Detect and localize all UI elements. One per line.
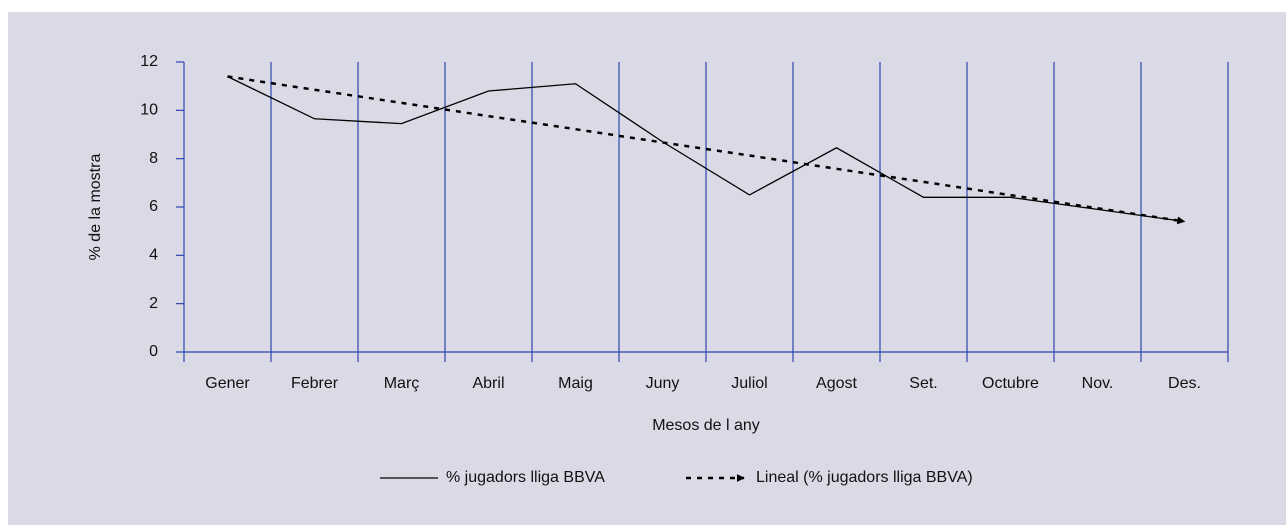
chart-background <box>8 12 1286 525</box>
x-tick-label: Gener <box>205 375 250 392</box>
x-tick-label: Juliol <box>731 375 767 392</box>
x-tick-label: Nov. <box>1082 375 1114 392</box>
x-tick-label: Juny <box>646 375 680 392</box>
x-tick-label: Març <box>384 375 420 392</box>
y-tick-label: 8 <box>149 150 158 167</box>
y-tick-label: 10 <box>140 102 158 119</box>
y-tick-label: 4 <box>149 247 158 264</box>
legend-label: Lineal (% jugadors lliga BBVA) <box>756 469 973 486</box>
x-axis-label: Mesos de l any <box>652 417 760 434</box>
x-tick-label: Abril <box>472 375 504 392</box>
x-tick-label: Febrer <box>291 375 339 392</box>
series-line <box>227 75 1186 225</box>
y-tick-label: 12 <box>140 53 158 70</box>
y-tick-label: 0 <box>149 343 158 360</box>
x-tick-label: Maig <box>558 375 593 392</box>
y-tick-label: 2 <box>149 295 158 312</box>
y-axis-label: % de la mostra <box>87 154 104 261</box>
x-tick-label: Agost <box>816 375 857 392</box>
x-tick-label: Des. <box>1168 375 1201 392</box>
legend-label: % jugadors lliga BBVA <box>446 469 605 486</box>
y-tick-label: 6 <box>149 198 158 215</box>
x-tick-label: Set. <box>909 375 937 392</box>
series-line <box>227 75 1185 223</box>
x-tick-label: Octubre <box>982 375 1039 392</box>
